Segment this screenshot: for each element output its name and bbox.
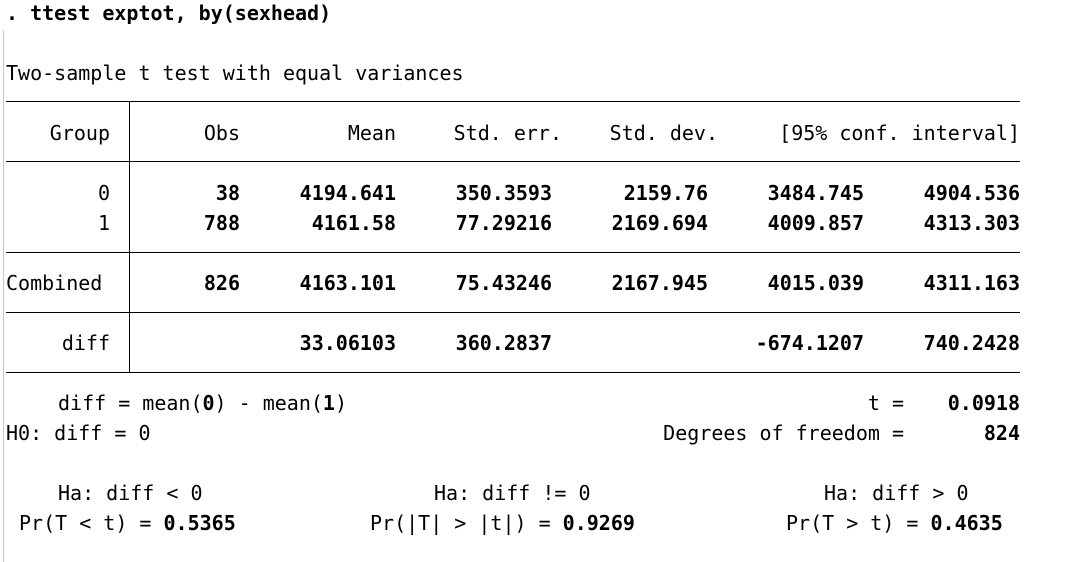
diff-ci-high: 740.2428: [923, 331, 1020, 355]
header-mean: Mean: [347, 121, 396, 145]
combined-mean: 4163.101: [299, 271, 396, 295]
diff-std-err: 360.2837: [455, 331, 552, 355]
row-1-std-err: 77.29216: [455, 211, 552, 235]
header-std-dev: Std. dev.: [609, 121, 718, 145]
table-bottom-rule: [6, 372, 1020, 373]
diff-definition-end: ): [334, 391, 348, 415]
row-0-group: 0: [97, 181, 110, 205]
row-0-std-dev: 2159.76: [623, 181, 708, 205]
row-0-ci-high: 4904.536: [923, 181, 1020, 205]
header-group: Group: [49, 121, 110, 145]
row-0-mean: 4194.641: [299, 181, 396, 205]
combined-std-dev: 2167.945: [611, 271, 708, 295]
left-margin-rule: [3, 30, 4, 562]
pr-right-label: Pr(T > t) =: [786, 511, 931, 535]
group-column-rule: [129, 101, 130, 372]
combined-group: Combined: [6, 271, 103, 295]
df-value: 824: [983, 421, 1020, 445]
diff-ci-low: -674.1207: [755, 331, 864, 355]
ha-left: Ha: diff < 0: [58, 481, 203, 505]
row-1-ci-low: 4009.857: [767, 211, 864, 235]
row-1-std-dev: 2169.694: [611, 211, 708, 235]
pr-two-sided: Pr(|T| > |t|) = 0.9269: [370, 511, 635, 535]
diff-mean: 33.06103: [299, 331, 396, 355]
diff-definition-group-0: 0: [202, 391, 215, 415]
row-1-obs: 788: [203, 211, 240, 235]
header-rule: [6, 161, 1020, 162]
command-line: . ttest exptot, by(sexhead): [6, 1, 332, 25]
row-0-obs: 38: [215, 181, 240, 205]
ha-two-sided: Ha: diff != 0: [434, 481, 591, 505]
pr-left-value: 0.5365: [163, 511, 236, 535]
diff-group: diff: [61, 331, 110, 355]
header-conf-interval: [95% conf. interval]: [779, 121, 1020, 145]
row-0-std-err: 350.3593: [455, 181, 552, 205]
pr-left-label: Pr(T < t) =: [19, 511, 164, 535]
diff-definition-group-1: 1: [322, 391, 335, 415]
row-1-ci-high: 4313.303: [923, 211, 1020, 235]
header-obs: Obs: [203, 121, 240, 145]
pr-two-sided-label: Pr(|T| > |t|) =: [370, 511, 563, 535]
combined-ci-low: 4015.039: [767, 271, 864, 295]
header-std-err: Std. err.: [453, 121, 562, 145]
diff-definition: diff = mean(0) - mean(1): [58, 391, 347, 415]
pr-right: Pr(T > t) = 0.4635: [786, 511, 1003, 535]
combined-ci-high: 4311.163: [923, 271, 1020, 295]
test-title: Two-sample t test with equal variances: [6, 61, 464, 85]
t-label: t =: [867, 391, 904, 415]
df-label: Degrees of freedom =: [663, 421, 904, 445]
row-1-group: 1: [97, 211, 110, 235]
pr-right-value: 0.4635: [930, 511, 1003, 535]
row-1-mean: 4161.58: [311, 211, 396, 235]
pr-left: Pr(T < t) = 0.5365: [19, 511, 236, 535]
pr-two-sided-value: 0.9269: [562, 511, 635, 535]
row-0-ci-low: 3484.745: [767, 181, 864, 205]
combined-rule: [6, 312, 1020, 313]
ha-right: Ha: diff > 0: [824, 481, 969, 505]
null-hypothesis: H0: diff = 0: [6, 421, 151, 445]
diff-definition-prefix: diff = mean(: [58, 391, 203, 415]
combined-obs: 826: [203, 271, 240, 295]
combined-std-err: 75.43246: [455, 271, 552, 295]
table-top-rule: [6, 101, 1020, 102]
t-value: 0.0918: [947, 391, 1020, 415]
groups-rule: [6, 252, 1020, 253]
diff-definition-mid: ) - mean(: [214, 391, 323, 415]
